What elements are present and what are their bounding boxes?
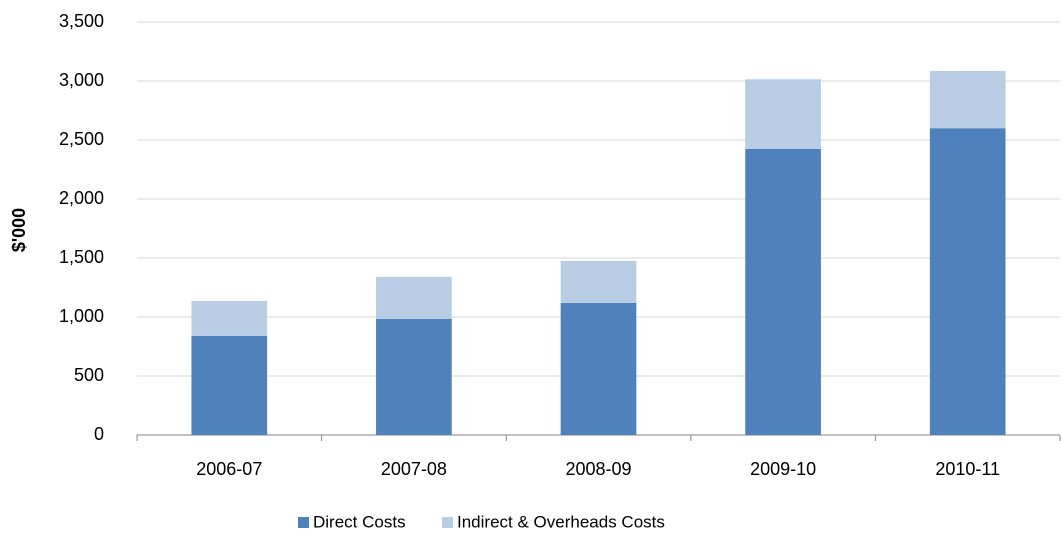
y-tick-label: 3,000 bbox=[59, 70, 104, 90]
bar-segment bbox=[191, 301, 268, 336]
y-tick-label: 2,500 bbox=[59, 129, 104, 149]
bar-segment bbox=[560, 260, 637, 303]
y-axis-label: $'000 bbox=[9, 208, 29, 252]
bar-segment bbox=[745, 79, 821, 149]
legend-swatch bbox=[442, 517, 453, 528]
y-tick-label: 0 bbox=[94, 424, 104, 444]
bar-segment bbox=[376, 318, 452, 435]
bar-segment bbox=[745, 148, 821, 435]
legend-label: Direct Costs bbox=[313, 512, 406, 531]
x-tick-label: 2010-11 bbox=[935, 459, 1000, 479]
x-tick-label: 2006-07 bbox=[196, 459, 262, 479]
y-tick-label: 500 bbox=[74, 365, 104, 385]
y-tick-label: 2,000 bbox=[59, 188, 104, 208]
y-tick-label: 1,000 bbox=[59, 306, 104, 326]
y-tick-label: 1,500 bbox=[59, 247, 104, 267]
x-tick-label: 2008-09 bbox=[565, 459, 631, 479]
legend-swatch bbox=[298, 517, 309, 528]
x-tick-label: 2007-08 bbox=[381, 459, 447, 479]
bar-segment bbox=[191, 335, 268, 435]
x-tick-label: 2009-10 bbox=[750, 459, 816, 479]
bar-segment bbox=[376, 276, 452, 319]
bar-segment bbox=[929, 70, 1006, 129]
legend-label: Indirect & Overheads Costs bbox=[457, 512, 665, 531]
y-tick-label: 3,500 bbox=[59, 11, 104, 31]
bar-segment bbox=[560, 302, 637, 435]
bar-segment bbox=[929, 128, 1006, 435]
